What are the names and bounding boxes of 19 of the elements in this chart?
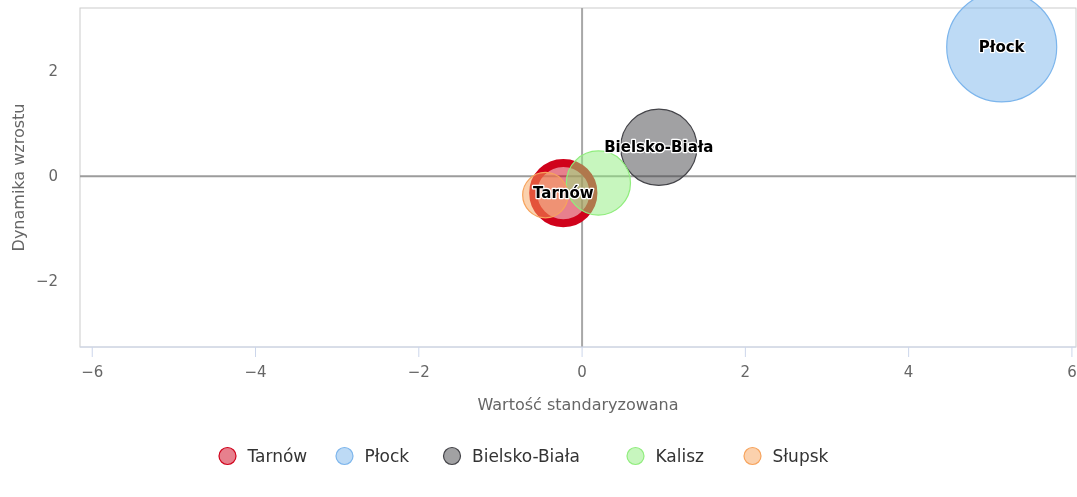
y-tick-label: 0 bbox=[48, 167, 58, 186]
x-axis-title: Wartość standaryzowana bbox=[477, 395, 679, 414]
x-tick-label: −4 bbox=[244, 363, 267, 381]
annotation: Tarnów bbox=[532, 184, 594, 202]
legend-label: Kalisz bbox=[655, 446, 705, 466]
y-tick-label: −2 bbox=[35, 272, 58, 291]
x-tick-label: −2 bbox=[407, 363, 430, 381]
legend-label: Tarnów bbox=[246, 446, 308, 466]
x-tick-label: 2 bbox=[740, 363, 751, 381]
x-tick-label: 4 bbox=[903, 363, 914, 381]
annotation: Płock bbox=[978, 37, 1026, 56]
legend-label: Bielsko-Biała bbox=[472, 446, 580, 466]
y-axis-title: Dynamika wzrostu bbox=[9, 103, 28, 252]
legend-label: Słupsk bbox=[772, 446, 829, 466]
legend-label: Płock bbox=[364, 446, 410, 466]
x-tick-label: −6 bbox=[81, 363, 104, 381]
y-tick-label: 2 bbox=[48, 62, 58, 81]
x-tick-label: 6 bbox=[1067, 363, 1077, 381]
x-tick-label: 0 bbox=[577, 363, 587, 381]
